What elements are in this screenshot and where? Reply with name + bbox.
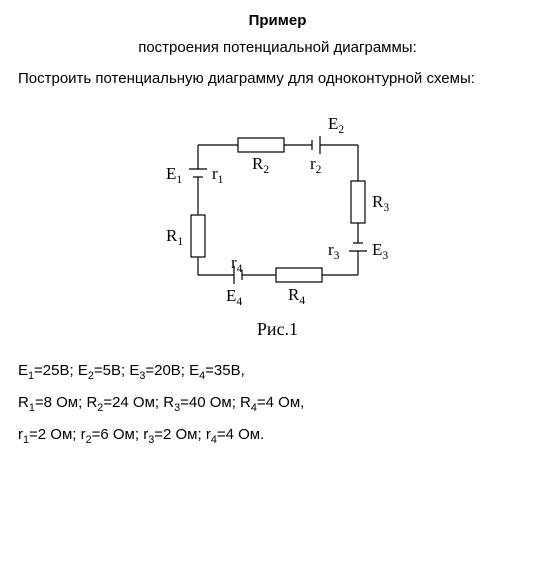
svg-text:r2: r2 <box>310 154 322 176</box>
svg-text:E2: E2 <box>328 114 344 136</box>
svg-text:E1: E1 <box>166 164 182 186</box>
figure-caption: Рис.1 <box>18 319 537 340</box>
svg-text:E3: E3 <box>372 240 388 262</box>
params-resistance: R1=8 Ом; R2=24 Ом; R3=40 Ом; R4=4 Ом, <box>18 394 537 414</box>
svg-text:R3: R3 <box>372 192 389 214</box>
circuit-diagram: R2 E2 r2 R3 E3 r3 R4 E4 r4 R1 E1 r1 <box>158 105 398 315</box>
page-title: Пример <box>18 12 537 29</box>
page-subtitle: построения потенциальной диаграммы: <box>18 39 537 56</box>
svg-text:r1: r1 <box>212 164 224 186</box>
svg-text:r4: r4 <box>231 253 243 275</box>
svg-text:R4: R4 <box>288 285 305 307</box>
task-statement: Построить потенциальную диаграмму для од… <box>18 70 537 87</box>
svg-text:R2: R2 <box>252 154 269 176</box>
svg-text:E4: E4 <box>226 286 242 308</box>
svg-text:r3: r3 <box>328 240 340 262</box>
params-emf: E1=25В; E2=5В; E3=20В; E4=35В, <box>18 362 537 382</box>
svg-text:R1: R1 <box>166 226 183 248</box>
params-internal-resistance: r1=2 Ом; r2=6 Ом; r3=2 Ом; r4=4 Ом. <box>18 426 537 446</box>
